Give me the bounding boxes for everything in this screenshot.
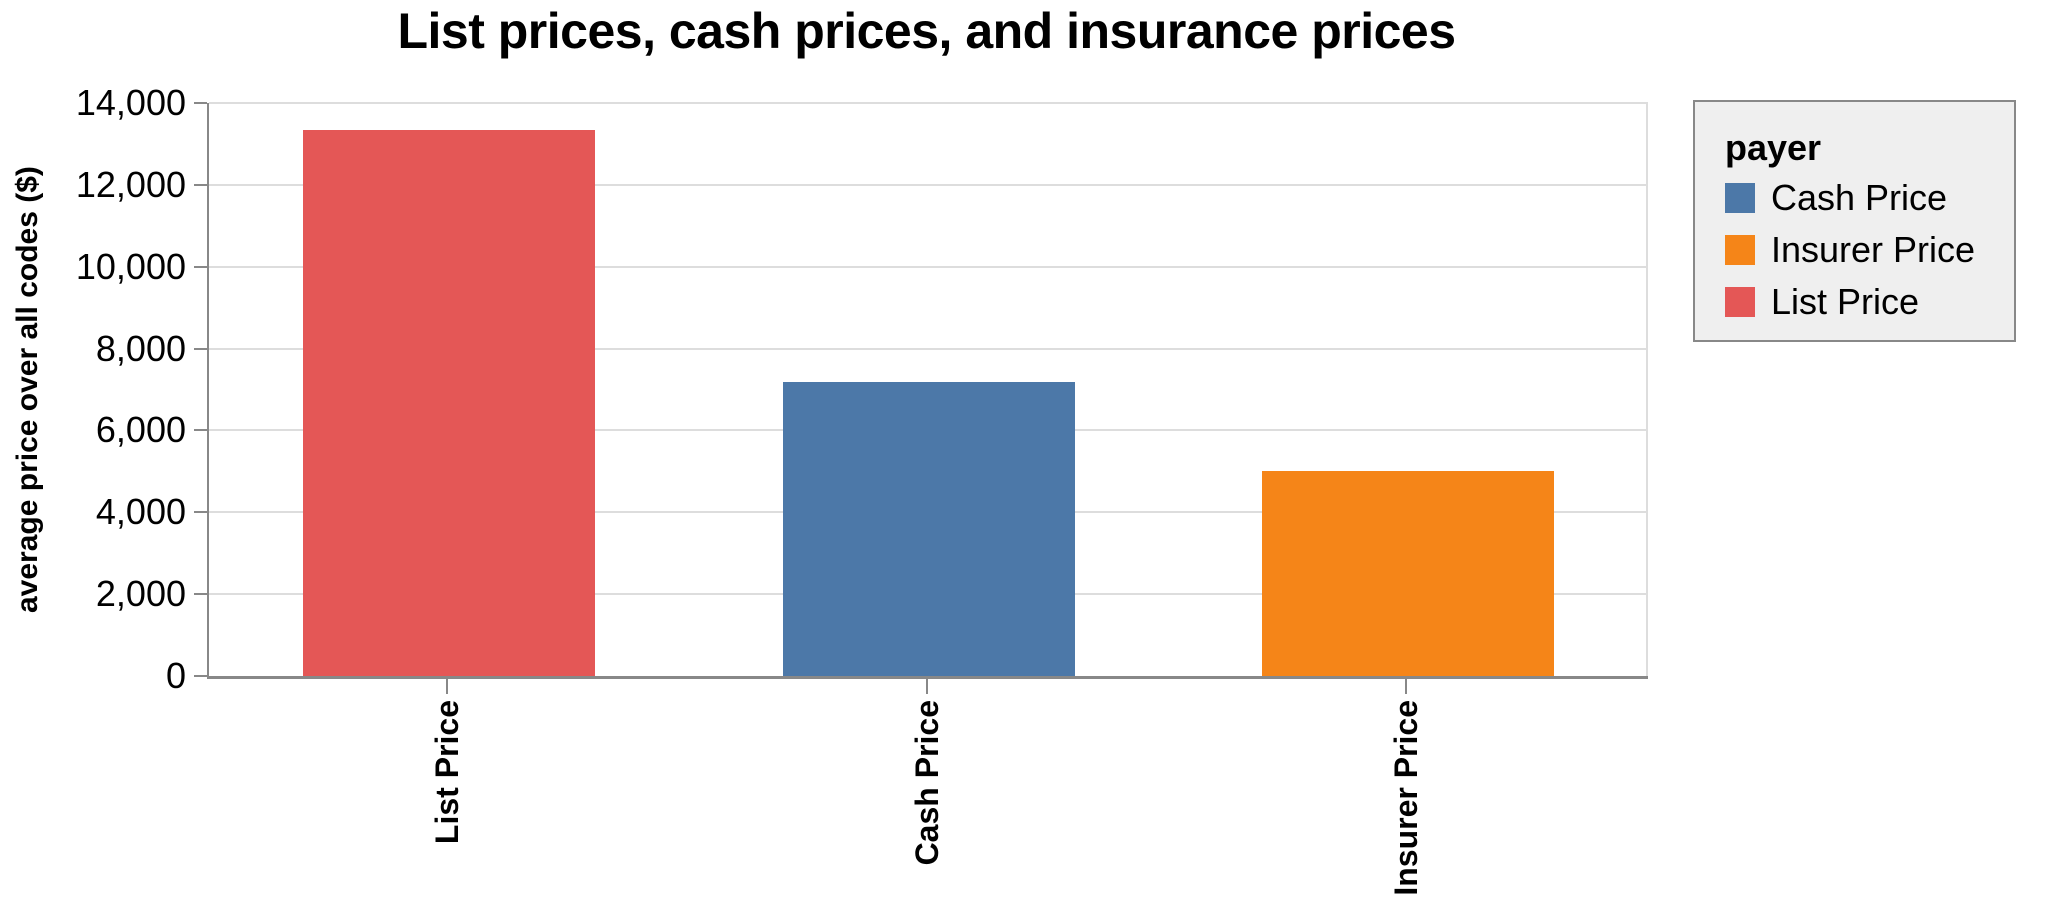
legend-item-cash-price: Cash Price <box>1725 180 2014 216</box>
x-tick-mark-insurer-price <box>1405 679 1408 694</box>
legend-swatch-list-price <box>1725 287 1755 317</box>
x-tick-label-cash-price: Cash Price <box>908 700 945 866</box>
x-tick-label-list-price: List Price <box>428 700 465 845</box>
bar-insurer-price <box>1262 470 1555 676</box>
y-tick-mark-4000 <box>194 511 207 514</box>
legend-item-label: Cash Price <box>1771 177 1948 218</box>
y-tick-mark-0 <box>194 675 207 677</box>
legend-swatch-cash-price <box>1725 183 1755 213</box>
legend-swatch-insurer-price <box>1725 235 1755 265</box>
gridline-14000 <box>209 102 1648 104</box>
x-tick-mark-list-price <box>445 679 448 694</box>
x-tick-label-insurer-price: Insurer Price <box>1388 700 1425 896</box>
gridline-12000 <box>209 183 1648 186</box>
y-tick-mark-2000 <box>194 593 207 596</box>
y-tick-label-14000: 14,000 <box>75 82 186 123</box>
legend-item-label: List Price <box>1771 281 1920 322</box>
y-tick-label-6000: 6,000 <box>95 409 186 451</box>
y-tick-mark-14000 <box>194 102 207 104</box>
y-tick-mark-10000 <box>194 265 207 268</box>
y-tick-label-12000: 12,000 <box>75 163 186 205</box>
gridline-8000 <box>209 347 1648 350</box>
legend-title: payer <box>1725 127 1822 168</box>
legend: payer Cash Price Insurer Price List Price <box>1693 100 2016 342</box>
gridline-10000 <box>209 265 1648 268</box>
bar-list-price <box>302 129 595 676</box>
y-tick-label-2000: 2,000 <box>95 573 186 615</box>
legend-item-insurer-price: Insurer Price <box>1725 232 2014 268</box>
y-tick-label-0: 0 <box>165 655 186 696</box>
y-tick-mark-8000 <box>194 347 207 350</box>
y-tick-label-10000: 10,000 <box>75 245 186 287</box>
x-tick-mark-cash-price <box>925 679 928 694</box>
legend-item-label: Insurer Price <box>1771 229 1976 270</box>
plot-right-border <box>1646 103 1648 676</box>
legend-items: Cash Price Insurer Price List Price <box>1725 180 2014 320</box>
y-tick-label-4000: 4,000 <box>95 491 186 533</box>
y-tick-mark-12000 <box>194 183 207 186</box>
y-tick-label-8000: 8,000 <box>95 327 186 369</box>
plot-area <box>207 102 1648 679</box>
y-tick-mark-6000 <box>194 429 207 432</box>
legend-item-list-price: List Price <box>1725 284 2014 320</box>
chart-title: List prices, cash prices, and insurance … <box>397 3 1456 59</box>
bar-cash-price <box>782 382 1075 676</box>
